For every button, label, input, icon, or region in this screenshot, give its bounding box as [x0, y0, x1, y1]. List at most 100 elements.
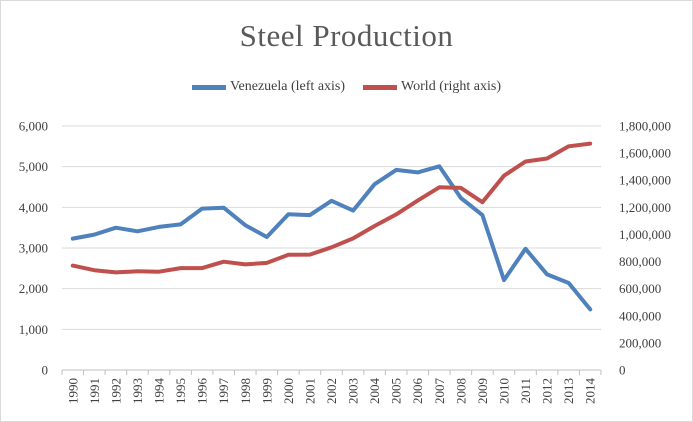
x-tick-label: 2003	[346, 378, 361, 404]
data-point-world	[525, 161, 527, 163]
data-point-venezuela	[331, 200, 332, 202]
data-point-world	[374, 225, 376, 227]
data-point-venezuela	[503, 279, 505, 281]
x-tick-label: 1995	[173, 378, 188, 404]
y-tick-label-right: 1,400,000	[619, 173, 671, 188]
data-point-world	[93, 269, 95, 271]
y-tick-label-right: 800,000	[619, 254, 661, 269]
y-tick-label-right: 1,000,000	[619, 227, 671, 242]
data-point-venezuela	[158, 226, 160, 228]
data-point-world	[201, 267, 203, 269]
data-point-world	[568, 145, 570, 147]
x-tick-label: 2004	[367, 378, 382, 405]
x-tick-label: 2000	[281, 378, 296, 404]
data-point-world	[417, 200, 419, 202]
data-point-venezuela	[374, 183, 376, 185]
x-tick-label: 2008	[453, 378, 468, 404]
series-line-world	[70, 141, 593, 275]
data-point-world	[481, 201, 483, 203]
x-tick-label: 2009	[475, 378, 490, 404]
data-point-world	[438, 186, 440, 188]
y-tick-label-left: 6,000	[19, 119, 48, 134]
y-tick-label-left: 4,000	[19, 200, 48, 215]
data-point-venezuela	[589, 308, 591, 310]
y-tick-label-left: 2,000	[19, 281, 48, 296]
x-tick-label: 2006	[410, 378, 425, 405]
x-tick-label: 2013	[561, 378, 576, 404]
data-point-venezuela	[115, 227, 117, 229]
data-point-world	[266, 262, 268, 264]
x-tick-label: 2007	[432, 378, 447, 405]
legend-label-venezuela: Venezuela (left axis)	[229, 79, 346, 94]
data-point-world	[352, 237, 354, 239]
y-tick-label-right: 1,800,000	[619, 119, 671, 134]
x-tick-label: 2010	[496, 378, 511, 404]
data-point-world	[503, 175, 505, 177]
x-tick-label: 1994	[152, 378, 167, 405]
data-point-world	[589, 143, 591, 145]
x-tick-label: 1996	[195, 378, 210, 405]
y-tick-label-left: 1,000	[19, 322, 48, 337]
legend-item-venezuela: Venezuela (left axis)	[191, 79, 346, 95]
x-tick-label: 2014	[583, 378, 598, 405]
data-point-venezuela	[201, 208, 203, 210]
x-tick-label: 1991	[87, 378, 102, 404]
x-tick-label: 1990	[65, 378, 80, 404]
data-point-venezuela	[223, 207, 225, 209]
y-tick-label-right: 600,000	[619, 281, 661, 296]
legend: Venezuela (left axis) World (right axis)	[0, 79, 693, 95]
data-point-venezuela	[525, 248, 527, 250]
x-tick-label: 1992	[108, 378, 123, 404]
y-tick-label-right: 1,200,000	[619, 200, 671, 215]
x-tick-label: 1993	[130, 378, 145, 404]
y-tick-label-left: 3,000	[19, 241, 48, 256]
data-point-world	[287, 254, 289, 256]
data-point-venezuela	[244, 224, 246, 226]
x-tick-label: 2012	[540, 378, 555, 404]
y-tick-label-right: 1,600,000	[619, 146, 671, 161]
data-point-venezuela	[72, 238, 74, 240]
legend-item-world: World (right axis)	[363, 79, 501, 95]
data-point-venezuela	[136, 230, 138, 232]
data-point-venezuela	[309, 214, 311, 216]
data-point-venezuela	[93, 234, 95, 236]
legend-label-world: World (right axis)	[401, 79, 502, 94]
data-point-venezuela	[395, 169, 397, 171]
data-point-venezuela	[438, 165, 440, 167]
legend-swatch-world	[363, 84, 398, 90]
y-tick-label-right: 400,000	[619, 308, 661, 323]
x-tick-label: 2002	[324, 378, 339, 404]
data-point-world	[331, 246, 332, 248]
data-point-venezuela	[460, 197, 462, 199]
data-point-world	[158, 271, 160, 273]
data-point-world	[309, 254, 311, 256]
data-point-venezuela	[417, 171, 419, 173]
data-point-venezuela	[568, 282, 570, 284]
data-point-world	[115, 271, 117, 273]
x-tick-label: 2005	[389, 378, 404, 404]
data-point-world	[136, 270, 138, 272]
legend-swatch-venezuela	[191, 84, 226, 90]
data-point-venezuela	[287, 213, 289, 215]
data-point-world	[72, 265, 74, 267]
x-tick-label: 2001	[302, 378, 317, 404]
y-tick-label-right: 0	[619, 363, 626, 378]
data-point-world	[244, 263, 246, 265]
data-point-venezuela	[352, 210, 354, 212]
data-point-world	[180, 267, 182, 269]
series-line-venezuela	[70, 164, 593, 312]
data-point-venezuela	[180, 223, 182, 225]
x-tick-label: 2011	[518, 378, 533, 404]
data-point-venezuela	[546, 273, 548, 275]
y-tick-label-left: 0	[42, 363, 49, 378]
y-tick-label-left: 5,000	[19, 159, 48, 174]
chart-title: Steel Production	[239, 18, 454, 53]
x-tick-label: 1997	[216, 378, 231, 405]
data-point-world	[546, 158, 548, 160]
y-tick-label-right: 200,000	[619, 335, 661, 350]
data-point-venezuela	[266, 236, 268, 238]
data-point-world	[395, 213, 397, 215]
x-tick-label: 1998	[238, 378, 253, 404]
